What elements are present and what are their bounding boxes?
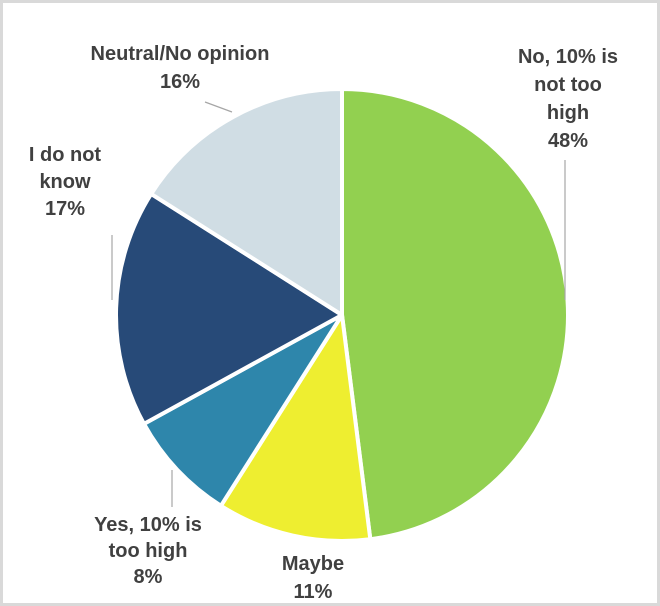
- pie-slice-2: [218, 313, 373, 543]
- pie-slice-4: [114, 191, 344, 426]
- slice-label-4: I do not know 17%: [29, 144, 102, 220]
- slice-label-line: 16%: [160, 71, 200, 93]
- slice-labels: No, 10% is not too high 48% Maybe 11% Yes, 10%…: [29, 43, 618, 603]
- slice-label-2: Maybe 11%: [282, 553, 344, 603]
- slice-label-line: know: [39, 171, 91, 193]
- slice-label-line: 48%: [548, 130, 588, 152]
- slice-label-5: Neutral/No opinion 16%: [91, 43, 270, 93]
- pie-slices: [114, 87, 570, 543]
- leader-line-5: [204, 101, 233, 113]
- slice-label-line: too high: [109, 540, 188, 562]
- slice-label-line: not too: [534, 74, 602, 96]
- slice-label-line: Yes, 10% is: [94, 514, 202, 536]
- leader-lines: [111, 101, 566, 507]
- pie-slice-1: [340, 87, 570, 542]
- slice-label-line: Maybe: [282, 553, 344, 575]
- slice-label-line: 8%: [134, 566, 163, 588]
- slice-label-line: No, 10% is: [518, 46, 618, 68]
- slice-label-3: Yes, 10% is too high 8%: [94, 514, 202, 588]
- slice-label-line: Neutral/No opinion: [91, 43, 270, 65]
- pie-slice-3: [141, 313, 344, 508]
- pie-slice-5: [149, 87, 344, 317]
- slice-label-line: I do not: [29, 144, 102, 166]
- slice-label-line: high: [547, 102, 589, 124]
- slice-label-1: No, 10% is not too high 48%: [518, 46, 618, 152]
- slice-label-line: 11%: [294, 581, 333, 603]
- slice-label-line: 17%: [45, 198, 85, 220]
